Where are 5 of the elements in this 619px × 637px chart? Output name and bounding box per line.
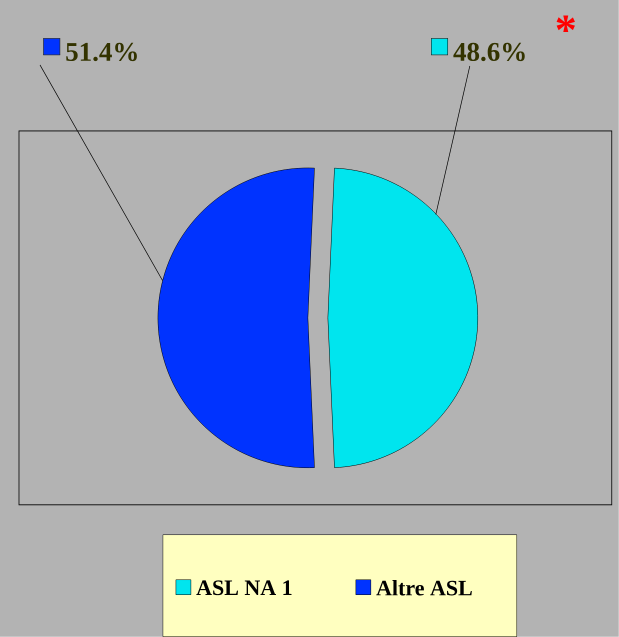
legend-label: ASL NA 1 <box>196 580 292 596</box>
legend-label: Altre ASL <box>376 580 472 596</box>
data-label: 48.6% <box>454 42 525 62</box>
text: * <box>556 15 576 32</box>
data-label: 51.4% <box>66 42 137 62</box>
